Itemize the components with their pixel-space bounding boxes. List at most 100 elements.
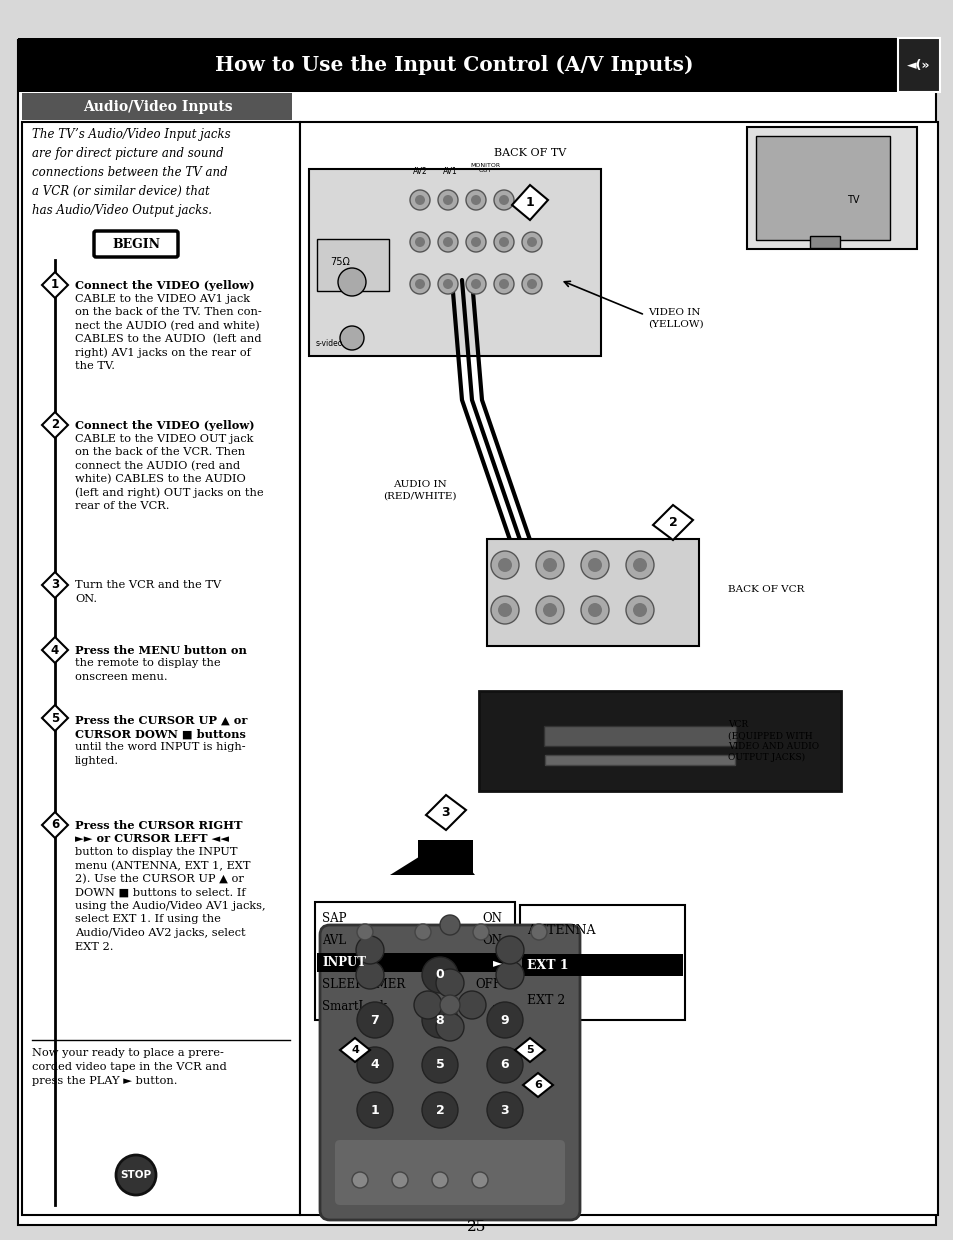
Circle shape: [473, 924, 489, 940]
Text: lighted.: lighted.: [75, 755, 119, 765]
Text: select EXT 1. If using the: select EXT 1. If using the: [75, 915, 221, 925]
FancyBboxPatch shape: [755, 136, 889, 241]
Text: onscreen menu.: onscreen menu.: [75, 672, 168, 682]
Text: Press the CURSOR RIGHT: Press the CURSOR RIGHT: [75, 820, 242, 831]
Circle shape: [494, 274, 514, 294]
Circle shape: [471, 237, 480, 247]
Circle shape: [498, 279, 509, 289]
Text: 0: 0: [436, 968, 444, 982]
Circle shape: [356, 1047, 393, 1083]
Circle shape: [542, 558, 557, 572]
Circle shape: [580, 551, 608, 579]
Text: 4: 4: [51, 644, 59, 656]
Text: SLEEPTIMER: SLEEPTIMER: [322, 978, 405, 992]
Text: DOWN ■ buttons to select. If: DOWN ■ buttons to select. If: [75, 888, 245, 898]
Circle shape: [442, 279, 453, 289]
Circle shape: [410, 274, 430, 294]
Circle shape: [421, 1047, 457, 1083]
Circle shape: [625, 551, 654, 579]
Circle shape: [486, 1047, 522, 1083]
Text: SAP: SAP: [322, 913, 346, 925]
Text: ON: ON: [481, 913, 501, 925]
Text: 75Ω: 75Ω: [330, 257, 350, 267]
Text: the TV.: the TV.: [75, 361, 115, 371]
Text: The TV’s Audio/Video Input jacks
are for direct picture and sound
connections be: The TV’s Audio/Video Input jacks are for…: [32, 128, 231, 217]
FancyBboxPatch shape: [299, 122, 937, 1215]
Text: SmartLock: SmartLock: [322, 1001, 387, 1013]
Circle shape: [526, 279, 537, 289]
Circle shape: [486, 1092, 522, 1128]
Text: BEGIN: BEGIN: [112, 238, 160, 250]
FancyBboxPatch shape: [309, 169, 600, 356]
Circle shape: [439, 994, 459, 1016]
Circle shape: [116, 1154, 156, 1195]
Text: 2). Use the CURSOR UP ▲ or: 2). Use the CURSOR UP ▲ or: [75, 874, 244, 884]
Circle shape: [498, 195, 509, 205]
Circle shape: [355, 961, 384, 990]
Circle shape: [436, 1013, 463, 1042]
Text: CABLE to the VIDEO AV1 jack: CABLE to the VIDEO AV1 jack: [75, 294, 250, 304]
Text: 9: 9: [500, 1013, 509, 1027]
Text: VCR
(EQUIPPED WITH
VIDEO AND AUDIO
OUTPUT JACKS): VCR (EQUIPPED WITH VIDEO AND AUDIO OUTPU…: [727, 720, 819, 763]
FancyBboxPatch shape: [22, 93, 292, 120]
Circle shape: [442, 195, 453, 205]
Circle shape: [439, 915, 459, 935]
Circle shape: [356, 1002, 393, 1038]
Text: using the Audio/Video AV1 jacks,: using the Audio/Video AV1 jacks,: [75, 901, 265, 911]
Polygon shape: [390, 839, 475, 875]
Polygon shape: [652, 505, 692, 539]
Circle shape: [580, 596, 608, 624]
FancyBboxPatch shape: [94, 231, 178, 257]
Text: ANTENNA: ANTENNA: [526, 924, 595, 937]
Circle shape: [421, 957, 457, 993]
Circle shape: [471, 195, 480, 205]
Text: BACK OF VCR: BACK OF VCR: [727, 585, 803, 594]
Circle shape: [625, 596, 654, 624]
Circle shape: [421, 1092, 457, 1128]
FancyBboxPatch shape: [335, 1140, 564, 1205]
Text: CABLE to the VIDEO OUT jack: CABLE to the VIDEO OUT jack: [75, 434, 253, 444]
FancyBboxPatch shape: [478, 691, 841, 791]
FancyBboxPatch shape: [897, 38, 939, 92]
Polygon shape: [42, 706, 68, 732]
Circle shape: [465, 274, 485, 294]
Circle shape: [356, 1092, 393, 1128]
Text: AV1: AV1: [442, 167, 456, 176]
Circle shape: [542, 603, 557, 618]
Circle shape: [436, 968, 463, 997]
Circle shape: [414, 991, 441, 1019]
Text: EXT 2: EXT 2: [526, 994, 565, 1007]
Text: BACK OF TV: BACK OF TV: [494, 148, 565, 157]
FancyBboxPatch shape: [544, 755, 734, 765]
Text: s-video: s-video: [315, 340, 343, 348]
Text: 5: 5: [526, 1045, 534, 1055]
Text: Press the MENU button on: Press the MENU button on: [75, 645, 247, 656]
Text: STOP: STOP: [120, 1171, 152, 1180]
Circle shape: [432, 1172, 448, 1188]
Text: 3: 3: [51, 579, 59, 591]
Circle shape: [415, 237, 424, 247]
Text: 2: 2: [668, 516, 677, 528]
Text: ►► or CURSOR LEFT ◄◄: ►► or CURSOR LEFT ◄◄: [75, 833, 229, 844]
Circle shape: [521, 232, 541, 252]
Circle shape: [521, 190, 541, 210]
FancyBboxPatch shape: [519, 905, 684, 1021]
Circle shape: [457, 991, 485, 1019]
Text: 6: 6: [534, 1080, 541, 1090]
Polygon shape: [42, 637, 68, 663]
Circle shape: [491, 596, 518, 624]
Text: 1: 1: [51, 279, 59, 291]
Text: Audio/Video AV2 jacks, select: Audio/Video AV2 jacks, select: [75, 928, 245, 937]
Text: Turn the VCR and the TV: Turn the VCR and the TV: [75, 580, 221, 590]
FancyBboxPatch shape: [316, 954, 513, 972]
Circle shape: [496, 961, 523, 990]
FancyBboxPatch shape: [543, 725, 735, 746]
Text: 6: 6: [500, 1059, 509, 1071]
FancyBboxPatch shape: [486, 539, 699, 646]
Text: EXT 2.: EXT 2.: [75, 941, 113, 951]
Circle shape: [355, 936, 384, 963]
Circle shape: [497, 603, 512, 618]
Circle shape: [633, 558, 646, 572]
Text: MONITOR
OUT: MONITOR OUT: [470, 162, 499, 174]
Text: Audio/Video Inputs: Audio/Video Inputs: [83, 99, 233, 114]
